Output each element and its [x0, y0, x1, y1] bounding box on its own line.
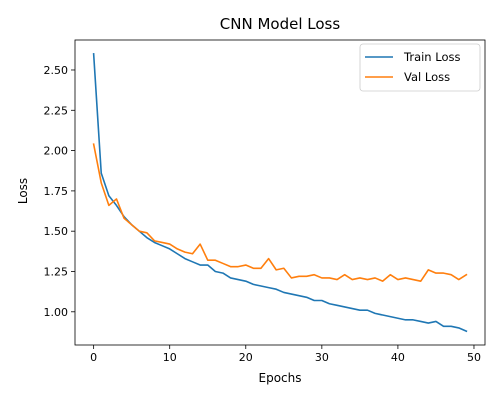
legend: Train Loss Val Loss	[359, 43, 481, 92]
x-tick-label: 20	[239, 351, 253, 364]
x-tick-label: 10	[163, 351, 177, 364]
x-tick-label: 30	[315, 351, 329, 364]
y-tick-label: 1.00	[44, 306, 69, 319]
y-tick-label: 1.25	[44, 265, 69, 278]
y-axis-label: Loss	[16, 178, 30, 204]
y-axis-ticks: 1.00 1.25 1.50 1.75 2.00 2.25 2.50	[44, 64, 75, 319]
y-tick-label: 2.25	[44, 104, 69, 117]
y-tick-label: 2.00	[44, 145, 69, 158]
x-axis-ticks: 0 10 20 30 40 50	[90, 345, 481, 364]
series-line-train-loss	[92, 53, 468, 333]
x-axis-label: Epochs	[259, 371, 302, 385]
chart-title: CNN Model Loss	[220, 15, 341, 33]
y-tick-label: 1.75	[44, 185, 69, 198]
x-tick-label: 40	[391, 351, 405, 364]
x-tick-label: 50	[467, 351, 481, 364]
legend-label-train: Train Loss	[403, 50, 460, 64]
y-tick-label: 1.50	[44, 225, 69, 238]
series-line-val-loss	[92, 143, 468, 282]
y-tick-label: 2.50	[44, 64, 69, 77]
x-tick-label: 0	[90, 351, 97, 364]
plot-lines	[92, 53, 468, 333]
plot-frame	[74, 39, 486, 346]
legend-label-val: Val Loss	[404, 70, 450, 84]
legend-box	[359, 43, 481, 92]
